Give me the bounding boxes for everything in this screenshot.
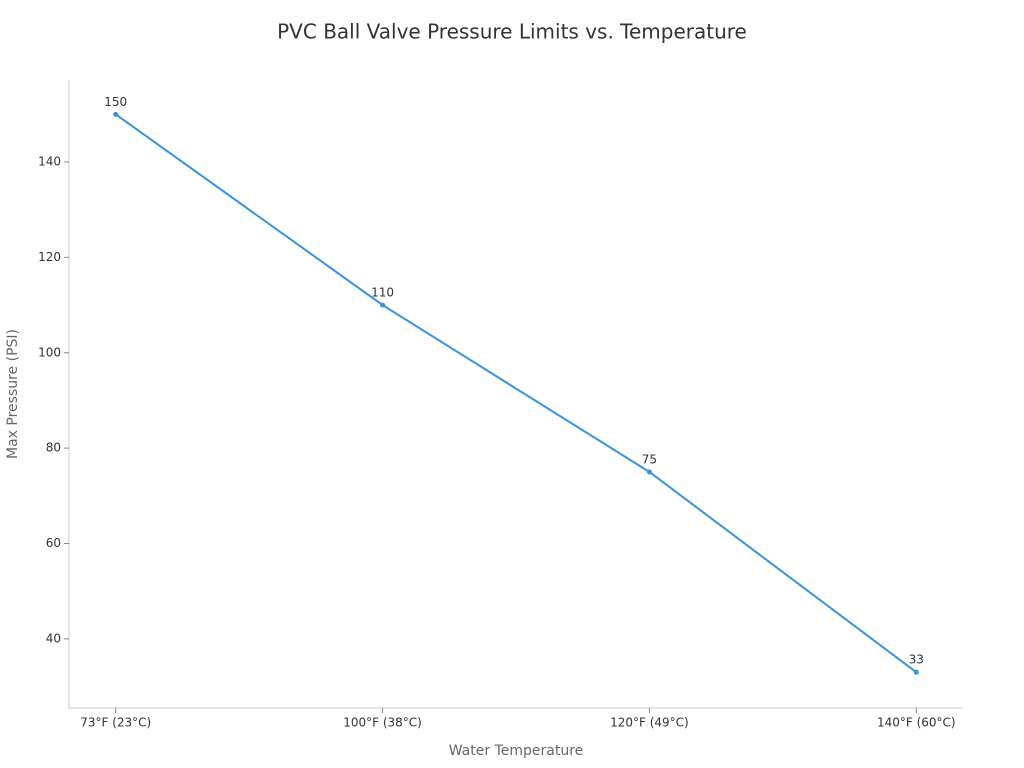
y-tick-label: 140 bbox=[38, 155, 61, 169]
x-tick-label: 120°F (49°C) bbox=[610, 716, 689, 730]
y-tick-label: 40 bbox=[46, 631, 61, 645]
x-axis-label: Water Temperature bbox=[449, 743, 584, 759]
y-tick-label: 60 bbox=[46, 536, 61, 550]
data-label: 150 bbox=[104, 95, 127, 109]
data-label: 75 bbox=[642, 452, 657, 466]
y-tick-label: 100 bbox=[38, 345, 61, 359]
point bbox=[646, 469, 652, 475]
data-label: 33 bbox=[909, 653, 924, 667]
point bbox=[913, 669, 919, 675]
x-tick-label: 100°F (38°C) bbox=[343, 716, 422, 730]
point bbox=[380, 302, 386, 308]
line bbox=[115, 113, 917, 674]
y-tick-label: 80 bbox=[46, 441, 61, 455]
x-tick-label: 73°F (23°C) bbox=[80, 716, 151, 730]
chart-title: PVC Ball Valve Pressure Limits vs. Tempe… bbox=[277, 20, 747, 44]
x-tick-label: 140°F (60°C) bbox=[877, 716, 956, 730]
y-axis-label: Max Pressure (PSI) bbox=[5, 329, 21, 459]
point bbox=[113, 111, 119, 117]
y-tick-label: 120 bbox=[38, 250, 61, 264]
data-label: 110 bbox=[371, 286, 394, 300]
